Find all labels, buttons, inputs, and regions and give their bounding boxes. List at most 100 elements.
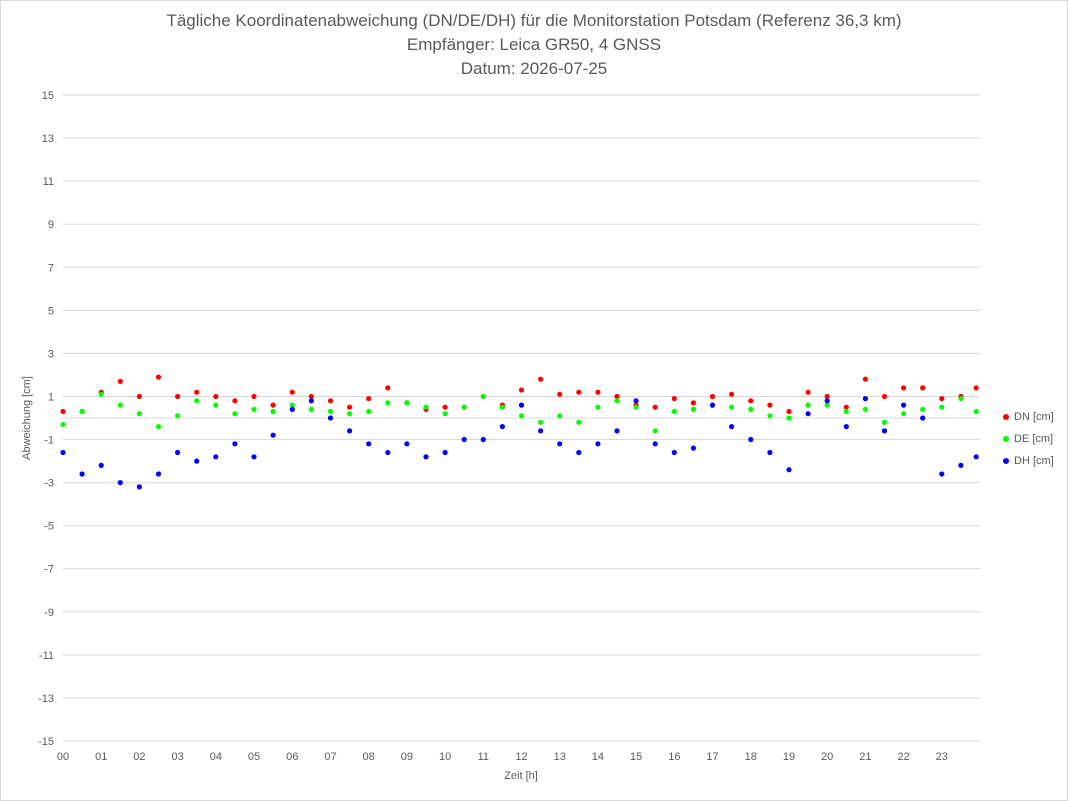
data-point-de[interactable] — [901, 411, 907, 417]
data-point-de[interactable] — [385, 400, 391, 406]
data-point-dh[interactable] — [939, 471, 945, 477]
data-point-dh[interactable] — [901, 402, 907, 408]
data-point-dh[interactable] — [155, 471, 162, 477]
data-point-dn[interactable] — [729, 391, 735, 397]
data-point-dn[interactable] — [538, 376, 544, 382]
data-point-dn[interactable] — [843, 404, 849, 410]
data-point-de[interactable] — [175, 413, 181, 419]
data-point-dn[interactable] — [786, 408, 792, 415]
data-point-dn[interactable] — [576, 389, 582, 395]
data-point-dh[interactable] — [480, 436, 486, 443]
data-point-de[interactable] — [786, 415, 792, 421]
data-point-dh[interactable] — [308, 398, 314, 404]
legend-item-dh[interactable]: DH [cm] — [1003, 455, 1063, 477]
data-point-dn[interactable] — [557, 391, 563, 397]
data-point-de[interactable] — [671, 408, 677, 415]
data-point-dn[interactable] — [366, 396, 372, 402]
data-point-dn[interactable] — [136, 393, 142, 400]
data-point-de[interactable] — [652, 428, 658, 434]
data-point-dn[interactable] — [327, 398, 334, 404]
data-point-de[interactable] — [480, 393, 486, 400]
data-point-dn[interactable] — [155, 374, 162, 380]
data-point-dh[interactable] — [251, 454, 257, 460]
data-point-de[interactable] — [920, 406, 926, 412]
data-point-de[interactable] — [327, 408, 334, 415]
data-point-de[interactable] — [557, 413, 563, 419]
data-point-dn[interactable] — [117, 378, 123, 384]
data-point-de[interactable] — [958, 396, 964, 402]
data-point-dh[interactable] — [60, 449, 66, 456]
data-point-dh[interactable] — [289, 406, 295, 412]
data-point-dn[interactable] — [973, 385, 979, 391]
data-point-dn[interactable] — [175, 393, 181, 400]
data-point-dh[interactable] — [175, 449, 181, 456]
data-point-dn[interactable] — [232, 398, 238, 404]
data-point-de[interactable] — [862, 406, 869, 412]
data-point-dh[interactable] — [117, 480, 123, 486]
data-point-dh[interactable] — [729, 424, 735, 430]
data-point-dn[interactable] — [270, 402, 276, 408]
data-point-dh[interactable] — [270, 432, 276, 438]
data-point-de[interactable] — [232, 411, 238, 417]
data-point-dh[interactable] — [404, 441, 410, 447]
data-point-de[interactable] — [155, 424, 162, 430]
data-point-de[interactable] — [213, 402, 219, 408]
data-point-de[interactable] — [518, 413, 525, 419]
data-point-dn[interactable] — [690, 400, 697, 406]
data-point-dn[interactable] — [347, 404, 353, 410]
data-point-dh[interactable] — [499, 424, 505, 430]
data-point-dh[interactable] — [366, 441, 372, 447]
data-point-dn[interactable] — [194, 389, 200, 395]
data-point-dh[interactable] — [652, 441, 658, 447]
data-point-de[interactable] — [366, 408, 372, 415]
data-point-dh[interactable] — [79, 471, 85, 477]
data-point-dh[interactable] — [423, 454, 429, 460]
data-point-dn[interactable] — [60, 408, 66, 415]
data-point-dn[interactable] — [518, 387, 525, 393]
data-point-de[interactable] — [251, 406, 257, 412]
data-point-de[interactable] — [117, 402, 123, 408]
data-point-dn[interactable] — [289, 389, 295, 395]
data-point-de[interactable] — [194, 398, 200, 404]
data-point-dh[interactable] — [194, 458, 200, 464]
data-point-de[interactable] — [98, 391, 104, 397]
data-point-dh[interactable] — [671, 449, 677, 456]
data-point-de[interactable] — [843, 408, 849, 415]
data-point-dn[interactable] — [442, 404, 448, 410]
data-point-de[interactable] — [404, 400, 410, 406]
data-point-de[interactable] — [614, 398, 620, 404]
data-point-dh[interactable] — [805, 411, 811, 417]
data-point-dn[interactable] — [709, 393, 716, 400]
data-point-dn[interactable] — [862, 376, 869, 382]
data-point-de[interactable] — [767, 413, 773, 419]
data-point-de[interactable] — [939, 404, 945, 410]
data-point-dh[interactable] — [385, 449, 391, 456]
data-point-dh[interactable] — [538, 428, 544, 434]
data-point-de[interactable] — [289, 402, 295, 408]
legend-item-dn[interactable]: DN [cm] — [1003, 411, 1063, 433]
data-point-dh[interactable] — [824, 398, 830, 404]
legend-item-de[interactable]: DE [cm] — [1003, 433, 1063, 455]
data-point-dn[interactable] — [614, 393, 620, 400]
data-point-de[interactable] — [423, 404, 429, 410]
data-point-dh[interactable] — [98, 462, 104, 468]
data-point-dh[interactable] — [881, 428, 888, 434]
data-point-dn[interactable] — [213, 393, 219, 400]
data-point-de[interactable] — [595, 404, 601, 410]
data-point-de[interactable] — [538, 419, 544, 425]
data-point-dn[interactable] — [805, 389, 811, 395]
data-point-dh[interactable] — [920, 415, 926, 421]
data-point-de[interactable] — [60, 421, 66, 428]
data-point-dh[interactable] — [518, 402, 525, 408]
data-point-de[interactable] — [136, 411, 142, 417]
data-point-dh[interactable] — [843, 424, 849, 430]
data-point-dn[interactable] — [251, 393, 257, 400]
data-point-dh[interactable] — [690, 445, 697, 451]
data-point-dn[interactable] — [939, 396, 945, 402]
data-point-dn[interactable] — [308, 393, 314, 400]
data-point-dn[interactable] — [671, 396, 677, 402]
data-point-dn[interactable] — [824, 393, 830, 400]
data-point-de[interactable] — [973, 408, 979, 415]
data-point-de[interactable] — [347, 411, 353, 417]
data-point-dh[interactable] — [136, 484, 142, 490]
